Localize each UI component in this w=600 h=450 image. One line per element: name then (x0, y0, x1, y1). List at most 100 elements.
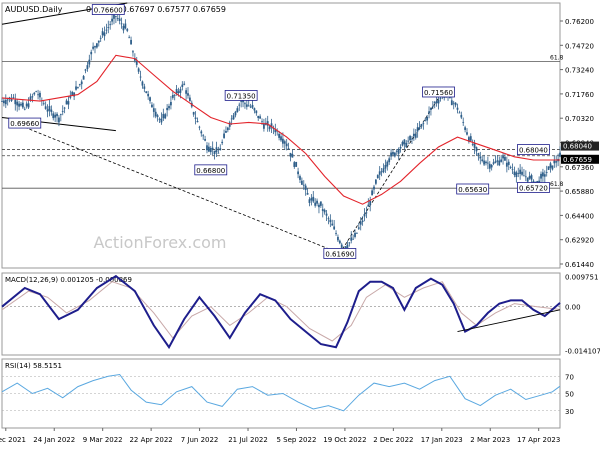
price-bar-body (198, 126, 201, 128)
price-bar-body (65, 100, 68, 105)
price-bar-body (130, 39, 132, 45)
price-bar-body (166, 107, 169, 111)
price-bar-body (312, 196, 315, 202)
price-bar-body (494, 161, 497, 163)
price-bar-body (2, 100, 5, 104)
price-bar-body (498, 160, 501, 166)
price-bar-body (94, 46, 96, 48)
price-bar-body (291, 153, 294, 158)
rsi-y-tick-label: 50 (565, 391, 574, 399)
price-bar-body (52, 113, 55, 119)
price-annotation-label: 0.65630 (458, 186, 487, 194)
price-bar-body (302, 184, 305, 186)
current-price-tag-label: 0.68040 (563, 143, 592, 151)
price-bar-body (18, 103, 20, 107)
price-bar-body (206, 145, 208, 151)
price-bar-body (75, 86, 77, 90)
current-price-tag (561, 141, 599, 151)
macd-title: MACD(12,26,9) 0.001205 -0.000869 (5, 276, 132, 284)
price-bar-body (496, 160, 499, 162)
price-annotation-box (8, 117, 42, 129)
price-bar-body (171, 95, 174, 98)
price-bar-body (316, 200, 318, 204)
price-bar-body (521, 171, 523, 175)
price-bar-body (35, 91, 38, 93)
price-bar-body (507, 161, 510, 165)
price-bar-body (245, 104, 248, 107)
price-bar-body (230, 118, 233, 120)
price-bar-body (382, 168, 385, 173)
price-bar-body (209, 148, 212, 153)
current-price-tag-label: 0.67659 (563, 156, 592, 164)
price-annotation-box (224, 90, 258, 101)
price-bar-body (202, 135, 205, 137)
price-bar-body (374, 179, 377, 184)
price-bar-body (481, 159, 484, 161)
price-bar-body (365, 212, 368, 214)
price-bar-body (135, 60, 138, 65)
price-bar-body (80, 81, 83, 85)
price-bar-body (304, 185, 307, 191)
price-bar-body (523, 175, 525, 177)
price-bar-body (149, 97, 151, 102)
price-bar-body (464, 127, 467, 130)
price-bar-body (14, 99, 17, 105)
price-bar-body (132, 51, 134, 53)
price-bar-body (175, 88, 178, 94)
price-bar-body (337, 236, 339, 241)
price-bar-body (251, 104, 254, 108)
price-bar-body (109, 24, 112, 26)
price-annotation-label: 0.61690 (325, 250, 354, 258)
price-bar-body (361, 220, 364, 222)
price-bar-body (46, 109, 49, 112)
price-bar-body (420, 124, 423, 127)
price-bar-body (460, 114, 463, 118)
price-annotation-label: 0.71560 (424, 89, 453, 97)
price-bar-body (103, 32, 106, 37)
rsi-y-tick-label: 30 (565, 408, 574, 416)
macd-y-tick-label: 0.00 (565, 304, 581, 312)
price-bar-body (299, 176, 301, 180)
price-bar-body (61, 110, 64, 112)
price-y-tick-label: 0.67360 (565, 164, 594, 172)
price-bar-body (456, 107, 459, 110)
price-bar-body (78, 84, 81, 86)
price-bar-body (221, 141, 224, 144)
price-bar-body (399, 146, 402, 149)
price-bar-body (338, 240, 341, 244)
price-bar-body (475, 147, 478, 152)
price-bar-body (113, 14, 115, 19)
price-bar-body (414, 133, 417, 138)
current-price-tag (561, 154, 599, 164)
price-bar-body (359, 221, 362, 225)
price-bar-body (39, 92, 41, 98)
price-bar-body (200, 131, 203, 134)
price-bar-body (263, 124, 265, 129)
price-panel-frame (1, 2, 561, 269)
price-bar-body (513, 171, 516, 176)
price-bar-body (485, 161, 487, 164)
price-bar-body (466, 132, 468, 135)
price-bar-body (124, 23, 127, 29)
price-bar-body (287, 148, 290, 150)
price-bar-body (526, 177, 529, 182)
price-bar-body (120, 23, 123, 25)
price-bar-body (259, 116, 262, 119)
price-y-tick-label: 0.76200 (565, 18, 594, 26)
price-bar-body (228, 122, 231, 127)
moving-average-line (1, 54, 560, 205)
price-bar-body (551, 165, 554, 170)
price-bar-body (409, 136, 411, 141)
price-bar-body (310, 197, 313, 201)
price-bar-body (114, 16, 117, 17)
price-bar-body (213, 150, 216, 155)
price-bar-body (266, 121, 269, 126)
price-bar-body (325, 213, 328, 216)
price-bar-body (274, 128, 277, 133)
macd-panel-frame (1, 272, 561, 356)
price-bar-body (412, 133, 415, 137)
price-bar-body (367, 204, 370, 207)
price-bar-body (335, 233, 337, 234)
price-bar-body (73, 92, 76, 97)
